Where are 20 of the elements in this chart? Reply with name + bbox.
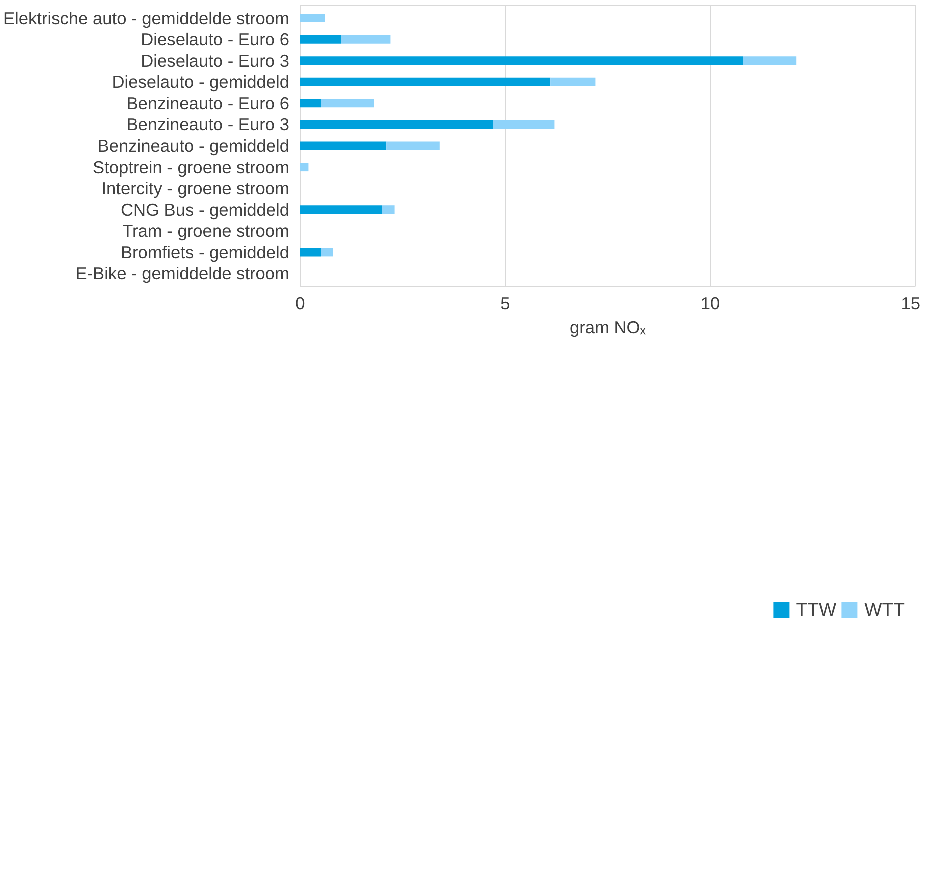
- x-tick-label: 10: [700, 294, 720, 314]
- legend-label: WTT: [864, 599, 905, 621]
- y-tick-label: CNG Bus - gemiddeld: [120, 200, 290, 220]
- legend-label: TTW: [796, 599, 837, 621]
- y-tick-label: Dieselauto - Euro 6: [141, 30, 290, 50]
- y-tick-label: Benzineauto - gemiddeld: [98, 136, 290, 156]
- y-tick-label: Benzineauto - Euro 6: [126, 93, 290, 114]
- y-tick-label: Elektrische auto - gemiddelde stroom: [3, 8, 290, 28]
- y-tick-label: Stoptrein - groene stroom: [93, 157, 290, 178]
- x-tick-label: 5: [500, 294, 510, 314]
- y-tick-label: Intercity - groene stroom: [102, 178, 290, 199]
- x-tick-label: 0: [296, 294, 306, 314]
- y-tick-label: Dieselauto - gemiddeld: [112, 72, 290, 92]
- y-tick-label: Dieselauto - Euro 3: [141, 50, 290, 71]
- x-tick-label: 15: [901, 294, 921, 314]
- y-tick-label: Bromfiets - gemiddeld: [120, 242, 290, 262]
- y-tick-label: E-Bike - gemiddelde stroom: [76, 264, 290, 284]
- y-tick-label: Tram - groene stroom: [122, 221, 290, 242]
- y-tick-label: Benzineauto - Euro 3: [126, 114, 290, 135]
- x-axis-title: gram NOₓ: [570, 318, 646, 338]
